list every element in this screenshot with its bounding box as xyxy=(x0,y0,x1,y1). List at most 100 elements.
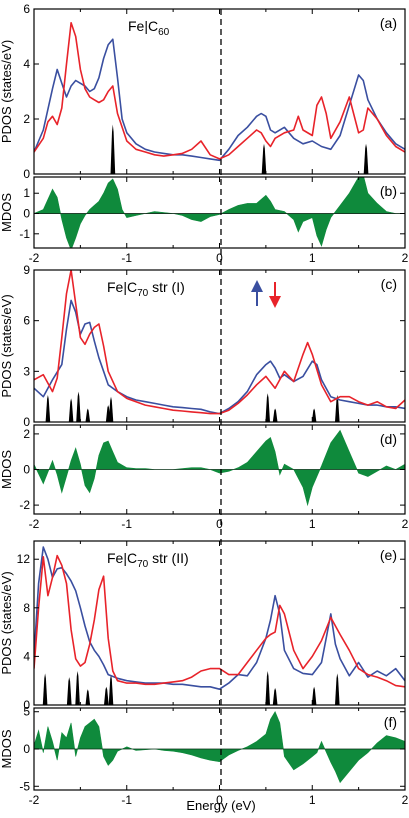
panel-title: Fe|C60 xyxy=(128,18,170,38)
mdos-area xyxy=(34,711,405,784)
panel-title-suffix: str (II) xyxy=(148,550,188,566)
panel-title-subscript: 70 xyxy=(137,288,149,299)
y-tick-label: 0 xyxy=(23,463,30,477)
panel-label: (d) xyxy=(380,431,397,447)
panel-label: (f) xyxy=(384,714,397,730)
y-tick-label: 0 xyxy=(23,742,30,756)
x-tick-label: 2 xyxy=(402,251,409,265)
y-axis-title: MDOS xyxy=(0,450,14,489)
y-tick-label: 0 xyxy=(23,698,30,712)
x-tick-label: -2 xyxy=(29,517,40,531)
x-tick-label: 1 xyxy=(309,251,316,265)
y-tick-label: 12 xyxy=(17,552,31,566)
mos-spike xyxy=(45,395,51,422)
panel-label: (a) xyxy=(380,15,397,31)
y-axis-title: MDOS xyxy=(0,193,14,232)
mos-spike xyxy=(42,673,48,705)
panel-c: 0 3 6 9 PDOS (states/eV) (c) Fe|C70 str (I) xyxy=(0,263,406,429)
y-tick-label: 2 xyxy=(23,112,30,126)
x-tick-label: 2 xyxy=(402,517,409,531)
y-tick-label: 5 xyxy=(23,705,30,719)
panel-c-plot-area xyxy=(34,270,405,422)
panel-b: -1 0 1 MDOS (b) -2 -1 0 1 2 xyxy=(0,176,409,265)
panel-frame xyxy=(33,269,406,423)
spin-legend xyxy=(251,280,281,308)
mos-spike xyxy=(265,393,270,422)
y-tick-label: 4 xyxy=(23,649,30,663)
y-tick-label: 0 xyxy=(23,167,30,181)
y-tick-label: 1 xyxy=(23,186,30,200)
x-tick-label: 0 xyxy=(216,251,223,265)
y-tick-label: 0 xyxy=(23,415,30,429)
x-axis-title: Energy (eV) xyxy=(186,798,255,813)
panel-d: -2 0 2 MDOS (d) -2 -1 0 1 2 xyxy=(0,424,409,531)
x-tick-label: 0 xyxy=(216,793,223,807)
mos-spike xyxy=(335,395,340,422)
y-tick-label: 4 xyxy=(23,57,30,71)
panel-title-subscript: 60 xyxy=(158,27,170,38)
spin-up-pdos-line xyxy=(34,38,405,162)
mos-spike xyxy=(85,689,91,705)
y-axis-title: PDOS (states/eV) xyxy=(0,571,14,674)
mos-spike xyxy=(75,671,80,705)
x-tick-label: -2 xyxy=(29,251,40,265)
spin-down-pdos-line xyxy=(34,554,405,688)
spin-down-pdos-line xyxy=(34,270,405,415)
mos-spike xyxy=(261,143,267,174)
y-tick-label: 8 xyxy=(23,601,30,615)
y-tick-label: 6 xyxy=(23,2,30,16)
x-tick-label: 1 xyxy=(309,793,316,807)
panel-f: -5 0 5 MDOS (f) -2 -1 0 1 2 xyxy=(0,705,409,807)
mos-spike xyxy=(311,686,317,705)
x-tick-label: -2 xyxy=(29,793,40,807)
y-tick-label: 6 xyxy=(23,314,30,328)
mos-spike xyxy=(104,686,109,705)
spin-up-arrow xyxy=(251,280,263,306)
panel-title-subscript: 70 xyxy=(137,559,149,570)
mdos-area xyxy=(34,429,405,507)
y-tick-label: -1 xyxy=(19,227,30,241)
x-tick-label: 0 xyxy=(216,517,223,531)
x-tick-label: -1 xyxy=(121,793,132,807)
panel-frame xyxy=(33,540,406,706)
mdos-area xyxy=(34,177,405,248)
y-tick-label: -5 xyxy=(19,779,30,793)
spin-down-arrow xyxy=(269,282,281,308)
panel-title-main: Fe|C xyxy=(128,18,158,34)
spin-up-pdos-line xyxy=(34,546,405,690)
y-tick-label: 9 xyxy=(23,263,30,277)
spin-down-pdos-line xyxy=(34,22,405,160)
panel-title-suffix: str (I) xyxy=(148,279,185,295)
panel-a-plot-area xyxy=(34,22,405,174)
y-axis-title: PDOS (states/eV) xyxy=(0,294,14,397)
panel-label: (e) xyxy=(380,547,397,563)
panel-d-plot-area xyxy=(34,429,405,507)
panel-a: 0 2 4 6 PDOS (states/eV) (a) Fe|C60 xyxy=(0,2,406,181)
spin-up-pdos-line xyxy=(34,299,405,415)
mos-spike xyxy=(265,671,270,705)
y-axis-title: MDOS xyxy=(0,729,14,768)
panel-f-plot-area xyxy=(34,711,405,784)
x-tick-label: 1 xyxy=(309,517,316,531)
mos-spike xyxy=(68,398,74,422)
mos-spike xyxy=(108,674,114,705)
panel-label: (b) xyxy=(380,183,397,199)
mos-spike xyxy=(335,673,340,705)
y-tick-label: 3 xyxy=(23,364,30,378)
y-tick-label: 2 xyxy=(23,427,30,441)
panel-title: Fe|C70 str (II) xyxy=(107,550,189,570)
mos-spike xyxy=(311,408,317,422)
mos-spike xyxy=(272,408,278,422)
mos-spike xyxy=(76,391,81,422)
mos-spike xyxy=(66,677,72,705)
mos-spike xyxy=(272,688,278,705)
panel-title-main: Fe|C xyxy=(107,550,137,566)
x-tick-label: 2 xyxy=(402,793,409,807)
panel-e-plot-area xyxy=(34,546,405,705)
x-tick-label: -1 xyxy=(121,517,132,531)
panel-label: (c) xyxy=(381,276,397,292)
mos-spike xyxy=(363,143,369,174)
